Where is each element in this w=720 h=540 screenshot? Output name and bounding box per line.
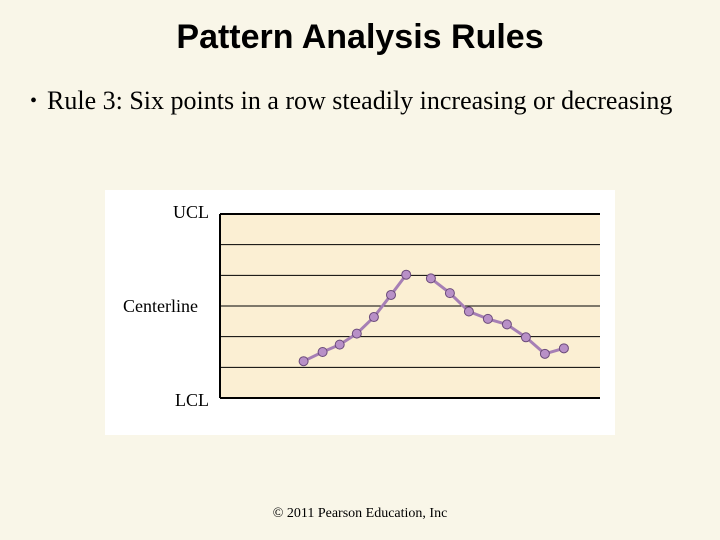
bullet-text: Rule 3: Six points in a row steadily inc…	[47, 85, 672, 117]
page-title: Pattern Analysis Rules	[0, 0, 720, 57]
chart-svg	[105, 190, 615, 435]
control-chart: UCL Centerline LCL A B C C B A	[105, 190, 615, 435]
bullet-dot-icon: •	[30, 87, 37, 115]
copyright-footer: © 2011 Pearson Education, Inc	[0, 506, 720, 522]
bullet-row: • Rule 3: Six points in a row steadily i…	[0, 57, 720, 117]
